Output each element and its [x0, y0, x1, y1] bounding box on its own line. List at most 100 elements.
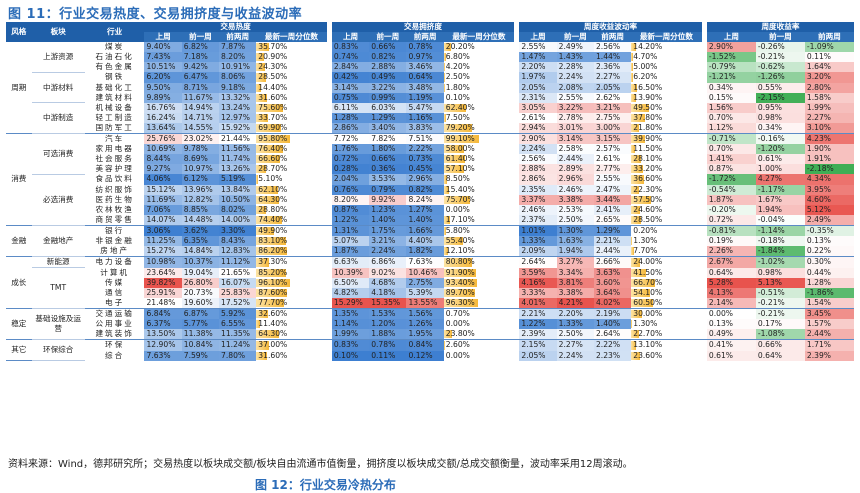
- v-percentile-cell: 36.60%: [631, 174, 701, 184]
- h-value-cell: 14.94%: [182, 103, 219, 113]
- return-value-cell: 3.95%: [805, 185, 854, 195]
- v-percentile-cell: 6.20%: [631, 72, 701, 82]
- h-value-cell: 10.91%: [219, 62, 256, 72]
- h-percentile-cell: 28.70%: [256, 164, 326, 174]
- h-value-cell: 7.43%: [144, 52, 181, 62]
- return-value-cell: -1.52%: [707, 52, 756, 62]
- h-value-cell: 17.52%: [219, 298, 256, 309]
- percentile-label: 64.30%: [256, 195, 287, 204]
- v-percentile-cell: 49.50%: [631, 103, 701, 113]
- industry-cell: 电力设备: [85, 257, 145, 268]
- return-value-cell: 3.10%: [805, 123, 854, 134]
- percentile-label: 0.00%: [444, 319, 470, 328]
- heat-table: 风格 板块 行业 交易热度 交易拥挤度 周度收益波动率 周度收益率 上周 前一周…: [6, 22, 854, 361]
- c-value-cell: 0.87%: [332, 205, 369, 215]
- h-value-cell: 11.69%: [144, 195, 181, 205]
- c-value-cell: 8.20%: [332, 195, 369, 205]
- h-value-cell: 19.60%: [182, 298, 219, 309]
- c-percentile-cell: 5.80%: [444, 225, 514, 236]
- col-header: 最新一周分位数: [256, 32, 326, 42]
- style-cell: 成长: [6, 257, 32, 309]
- style-cell: 金融: [6, 225, 32, 256]
- c-percentile-cell: 2.60%: [444, 340, 514, 351]
- percentile-label: 74.40%: [256, 215, 287, 224]
- return-value-cell: 1.64%: [805, 62, 854, 72]
- percentile-label: 66.60%: [256, 154, 287, 163]
- percentile-label: 1.30%: [631, 236, 657, 245]
- industry-cell: 机械设备: [85, 103, 145, 113]
- industry-cell: 交通运输: [85, 309, 145, 320]
- h-percentile-cell: 96.10%: [256, 278, 326, 288]
- return-group-header: 周度收益率: [707, 22, 854, 32]
- percentile-label: 86.20%: [256, 246, 287, 255]
- c-value-cell: 0.78%: [406, 42, 443, 52]
- return-value-cell: 5.28%: [707, 278, 756, 288]
- return-value-cell: -1.21%: [707, 72, 756, 82]
- return-value-cell: 4.34%: [805, 174, 854, 184]
- c-percentile-cell: 0.10%: [444, 93, 514, 103]
- percentile-label: 85.20%: [256, 268, 287, 277]
- return-value-cell: 0.87%: [707, 164, 756, 174]
- v-value-cell: 1.22%: [519, 319, 556, 329]
- percentile-label: 75.70%: [444, 195, 475, 204]
- h-value-cell: 6.20%: [144, 72, 181, 82]
- return-value-cell: -1.20%: [756, 144, 805, 154]
- v-value-cell: 1.44%: [594, 52, 631, 62]
- return-value-cell: 0.98%: [756, 113, 805, 123]
- percentile-label: 28.50%: [631, 215, 662, 224]
- v-percentile-cell: 22.70%: [631, 329, 701, 340]
- h-percentile-cell: 64.30%: [256, 195, 326, 205]
- c-value-cell: 2.24%: [369, 246, 406, 257]
- v-value-cell: 2.44%: [557, 154, 594, 164]
- v-value-cell: 3.27%: [557, 257, 594, 268]
- v-percentile-cell: 14.20%: [631, 42, 701, 52]
- percentile-label: 0.00%: [444, 351, 470, 360]
- c-value-cell: 0.45%: [406, 164, 443, 174]
- return-value-cell: 0.41%: [707, 340, 756, 351]
- v-value-cell: 2.75%: [594, 113, 631, 123]
- return-value-cell: 4.23%: [805, 134, 854, 145]
- c-value-cell: 0.78%: [369, 340, 406, 351]
- col-header: 上周: [519, 32, 556, 42]
- h-value-cell: 7.80%: [219, 351, 256, 361]
- v-value-cell: 2.57%: [594, 144, 631, 154]
- h-percentile-cell: 76.40%: [256, 144, 326, 154]
- c-percentile-cell: 93.40%: [444, 278, 514, 288]
- c-value-cell: 1.80%: [369, 144, 406, 154]
- v-percentile-cell: 30.00%: [631, 309, 701, 320]
- return-value-cell: -0.04%: [756, 215, 805, 226]
- v-value-cell: 2.47%: [594, 185, 631, 195]
- h-value-cell: 15.12%: [144, 185, 181, 195]
- return-value-cell: 0.17%: [756, 319, 805, 329]
- c-value-cell: 6.11%: [332, 103, 369, 113]
- v-value-cell: 1.43%: [557, 52, 594, 62]
- h-value-cell: 6.35%: [182, 236, 219, 246]
- col-header: 上周: [144, 32, 181, 42]
- v-value-cell: 3.59%: [519, 268, 556, 278]
- c-percentile-cell: 15.40%: [444, 185, 514, 195]
- c-percentile-cell: 99.10%: [444, 134, 514, 145]
- c-value-cell: 0.12%: [406, 351, 443, 361]
- c-value-cell: 7.72%: [332, 134, 369, 145]
- h-value-cell: 9.42%: [182, 62, 219, 72]
- c-value-cell: 3.48%: [406, 83, 443, 93]
- c-percentile-cell: 4.20%: [444, 62, 514, 72]
- h-value-cell: 10.50%: [219, 195, 256, 205]
- return-value-cell: 1.54%: [805, 298, 854, 309]
- v-value-cell: 2.05%: [519, 83, 556, 93]
- h-value-cell: 8.02%: [219, 205, 256, 215]
- c-value-cell: 7.63%: [406, 257, 443, 268]
- c-value-cell: 13.55%: [406, 298, 443, 309]
- col-header: 前一周: [182, 32, 219, 42]
- return-value-cell: -0.54%: [707, 185, 756, 195]
- percentile-label: 89.70%: [444, 288, 475, 297]
- h-value-cell: 14.55%: [182, 123, 219, 134]
- col-header: 前一周: [369, 32, 406, 42]
- percentile-label: 4.70%: [631, 52, 657, 61]
